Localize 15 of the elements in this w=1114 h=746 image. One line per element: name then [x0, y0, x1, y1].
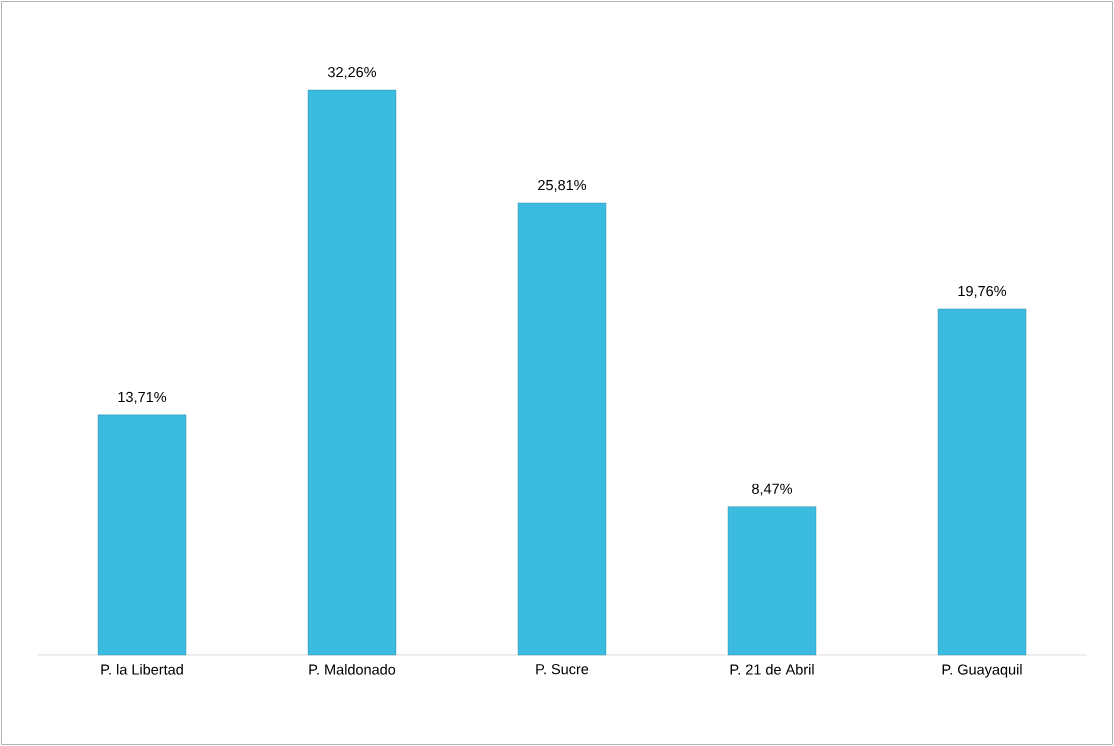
- data-label: 32,26%: [327, 66, 377, 79]
- bar: [517, 202, 607, 656]
- data-label: 19,76%: [958, 285, 1007, 298]
- bar: [307, 89, 397, 656]
- bar: [937, 308, 1027, 656]
- bar: [727, 506, 817, 656]
- x-tick-label: P. la Libertad: [101, 664, 183, 675]
- data-label: 25,81%: [538, 179, 587, 192]
- x-tick-label: P. Maldonado: [309, 664, 396, 675]
- x-tick-label: P. 21 de Abril: [730, 664, 814, 675]
- x-tick-label: P. Sucre: [536, 664, 589, 675]
- data-label: 8,47%: [752, 483, 793, 496]
- bar: [97, 414, 187, 656]
- x-tick-label: P. Guayaquil: [942, 664, 1022, 678]
- data-label: 13,71%: [118, 391, 167, 404]
